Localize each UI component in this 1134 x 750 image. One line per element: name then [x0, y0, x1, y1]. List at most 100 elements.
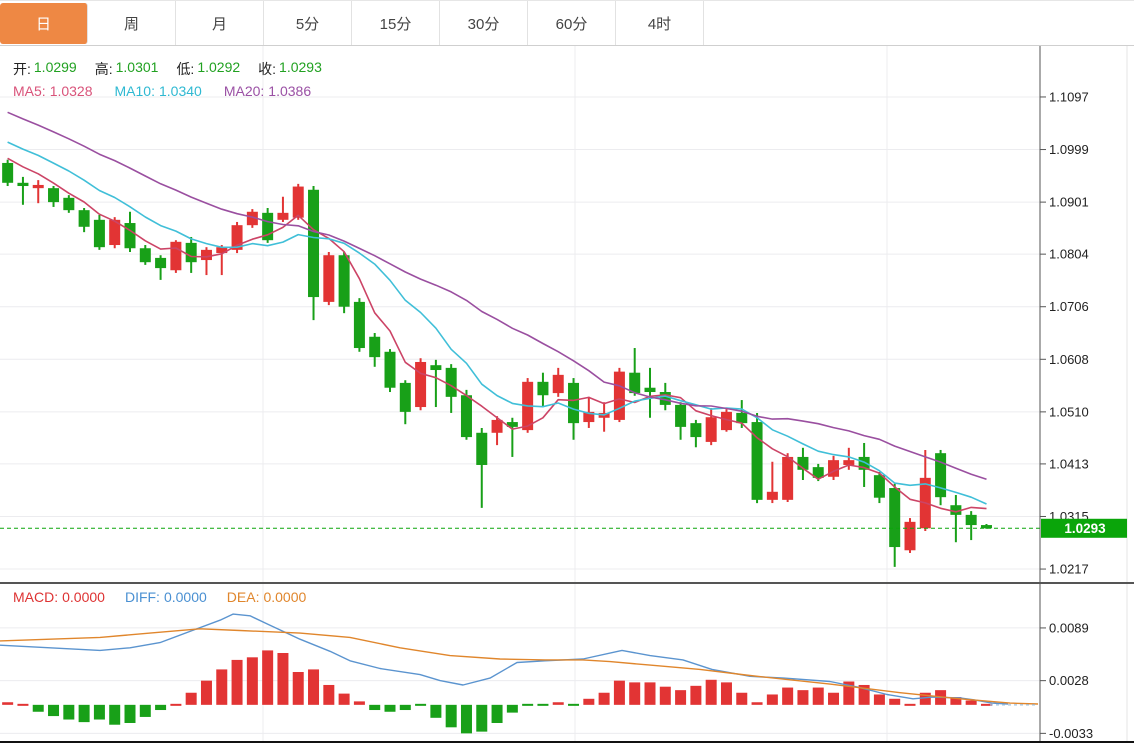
candle-body	[124, 223, 136, 249]
ma20-line	[7, 111, 987, 481]
macd-histogram-bar	[613, 680, 625, 705]
macd-histogram-bar	[858, 684, 870, 705]
macd-histogram-bar	[246, 657, 258, 705]
tab-period-4[interactable]: 5分	[264, 1, 352, 45]
current-price-badge	[1041, 518, 1127, 538]
candle-body	[109, 219, 121, 246]
macd-histogram-bar	[308, 669, 320, 705]
candle-body	[308, 189, 320, 298]
ohlc-low: 低: 1.0292	[176, 59, 240, 79]
diff-label: DIFF:	[124, 589, 160, 605]
macd-histogram-bar	[93, 704, 105, 720]
dea-value-legend: DEA: 0.0000	[227, 589, 307, 605]
candle-body	[415, 361, 427, 408]
macd-histogram-bar	[522, 703, 534, 706]
tab-period-5[interactable]: 15分	[352, 1, 440, 45]
macd-histogram-bar	[919, 692, 931, 705]
macd-histogram-bar	[950, 697, 962, 705]
candle-body	[552, 374, 564, 394]
ma10-label: MA10:	[114, 83, 155, 99]
macd-histogram-bar	[644, 682, 656, 705]
macd-histogram-bar	[262, 650, 274, 705]
ma20-value: 1.0386	[268, 83, 312, 99]
candle-body	[659, 392, 671, 405]
price-tick-label: 1.0706	[1049, 299, 1089, 314]
macd-histogram-bar	[78, 704, 90, 723]
macd-histogram-bar	[965, 700, 977, 705]
price-tick-label: 1.0901	[1049, 195, 1089, 210]
macd-histogram-bar	[904, 703, 916, 706]
macd-histogram-bar	[231, 659, 243, 705]
close-label: 收:	[258, 61, 277, 77]
tab-period-1[interactable]: 日	[0, 3, 88, 44]
macd-histogram-bar	[200, 680, 212, 705]
ma-legend: MA5: 1.0328 MA10: 1.0340 MA20: 1.0386	[13, 83, 311, 99]
macd-histogram-bar	[690, 685, 702, 705]
candle-body	[476, 432, 488, 465]
macd-histogram-bar	[369, 704, 381, 711]
ma20-legend: MA20: 1.0386	[224, 83, 311, 99]
macd-histogram-bar	[216, 669, 228, 705]
macd-tick-label: 0.0089	[1049, 620, 1089, 635]
macd-histogram-bar	[109, 704, 121, 725]
candle-body	[644, 387, 656, 393]
high-value: 1.0301	[115, 59, 159, 75]
macd-histogram-bar	[629, 682, 641, 705]
macd-histogram-bar	[476, 704, 488, 732]
candle-body	[139, 248, 151, 263]
macd-histogram-bar	[185, 692, 197, 705]
macd-histogram-bar	[32, 704, 44, 712]
ma5-value: 1.0328	[49, 83, 93, 99]
candle-body	[705, 417, 717, 442]
macd-histogram-bar	[384, 704, 396, 712]
price-tick-label: 1.1097	[1049, 89, 1089, 104]
open-label: 开:	[13, 61, 31, 77]
candle-body	[720, 411, 732, 431]
candle-body	[491, 419, 503, 433]
tab-period-6[interactable]: 30分	[440, 1, 528, 45]
tab-period-7[interactable]: 60分	[528, 1, 616, 45]
macd-value-legend: MACD: 0.0000	[13, 589, 105, 605]
macd-histogram-bar	[353, 701, 365, 705]
candle-body	[262, 212, 274, 241]
macd-histogram-bar	[598, 692, 610, 705]
macd-tick-label: -0.0033	[1049, 726, 1093, 741]
price-tick-label: 1.0608	[1049, 352, 1089, 367]
macd-histogram-bar	[445, 704, 457, 728]
macd-tick-label: 0.0028	[1049, 673, 1089, 688]
tab-period-3[interactable]: 月	[176, 1, 264, 45]
macd-label: MACD:	[13, 589, 59, 605]
macd-histogram-bar	[720, 682, 732, 705]
price-tick-label: 1.0217	[1049, 562, 1089, 577]
tab-period-8[interactable]: 4时	[616, 1, 704, 45]
ma5-label: MA5:	[13, 83, 46, 99]
macd-histogram-bar	[506, 704, 518, 713]
candle-body	[155, 257, 167, 269]
candle-body	[2, 162, 14, 183]
candle-body	[231, 225, 243, 250]
price-tick-label: 1.0999	[1049, 142, 1089, 157]
macd-histogram-bar	[873, 694, 885, 705]
tab-period-2[interactable]: 周	[88, 1, 176, 45]
ma10-legend: MA10: 1.0340	[115, 83, 202, 99]
macd-legend: MACD: 0.0000 DIFF: 0.0000 DEA: 0.0000	[13, 589, 306, 605]
macd-value: 0.0000	[62, 589, 105, 605]
candle-body	[48, 188, 60, 203]
candle-body	[170, 241, 182, 271]
low-label: 低:	[176, 61, 195, 77]
candle-body	[613, 371, 625, 420]
macd-histogram-bar	[766, 694, 778, 705]
candle-body	[246, 211, 258, 226]
period-tabbar: 日周月 5分 15分 30分 60分 4时	[0, 0, 1134, 46]
candle-body	[675, 404, 687, 427]
candle-body	[460, 395, 472, 438]
dea-value: 0.0000	[263, 589, 307, 605]
macd-histogram-bar	[139, 704, 151, 717]
candle-body	[766, 491, 778, 500]
macd-histogram-bar	[705, 679, 717, 705]
candle-body	[858, 456, 870, 470]
price-tick-label: 1.0413	[1049, 456, 1089, 471]
macd-histogram-bar	[323, 684, 335, 705]
